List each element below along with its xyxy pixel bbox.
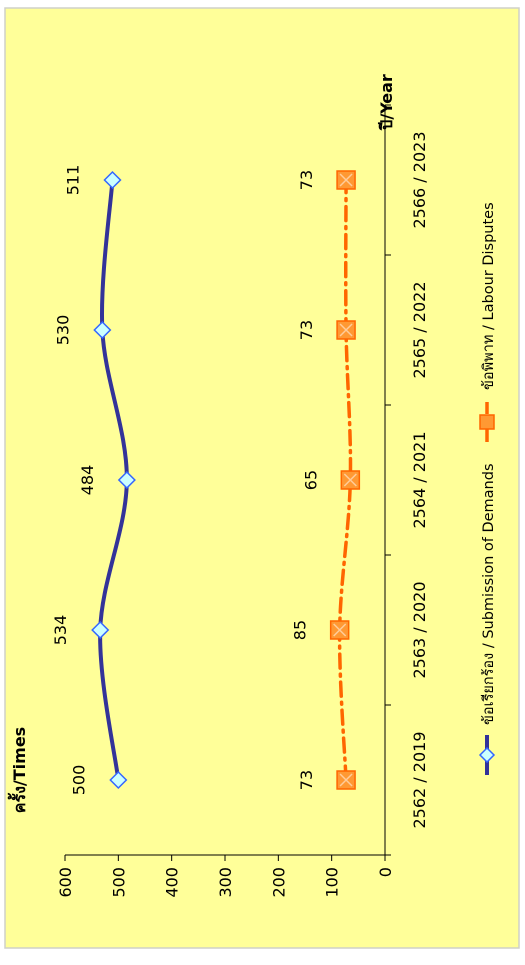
data-point-disputes	[336, 770, 356, 790]
data-label-demands: 484	[78, 465, 97, 496]
marker-cross	[333, 623, 347, 637]
data-label-demands: 534	[51, 615, 70, 646]
data-label-disputes: 73	[297, 170, 316, 190]
data-point-disputes	[340, 470, 361, 490]
category-label: 2562 / 2019	[410, 732, 429, 829]
legend-marker-disputes	[479, 414, 495, 430]
category-label: 2563 / 2020	[410, 582, 429, 679]
category-label: 2565 / 2022	[410, 282, 429, 379]
data-label-disputes: 85	[291, 620, 310, 640]
y-tick-label: 500	[109, 867, 128, 898]
marker-cross	[339, 173, 353, 187]
axes: 0 100 200 300 400 500 600	[56, 104, 395, 898]
legend: ข้อเรียกร้อง / Submission of Demands ข้อ…	[478, 202, 497, 775]
data-labels: 500 534 484 530 511 73 85 65 73 73	[51, 165, 320, 796]
data-label-disputes: 73	[297, 320, 316, 340]
data-point-disputes	[336, 320, 356, 340]
data-label-demands: 500	[69, 765, 88, 796]
legend-entry-demands: ข้อเรียกร้อง / Submission of Demands	[478, 463, 497, 775]
legend-marker-demands	[478, 746, 496, 764]
category-label: 2566 / 2023	[410, 132, 429, 229]
data-point-disputes	[329, 620, 350, 640]
y-tick-label: 600	[56, 867, 75, 898]
data-point-demands	[103, 170, 122, 190]
data-point-demands	[93, 320, 112, 340]
marker-cross	[343, 473, 357, 487]
category-labels: 2562 / 2019 2563 / 2020 2564 / 2021 2565 / …	[410, 132, 429, 829]
legend-entry-disputes: ข้อพิพาท / Labour Disputes	[479, 202, 497, 442]
legend-label-demands: ข้อเรียกร้อง / Submission of Demands	[480, 463, 497, 725]
marker-cross	[339, 773, 353, 787]
y-tick-label: 400	[163, 867, 182, 898]
data-point-demands	[91, 620, 110, 640]
x-axis-title: ปี/Year	[377, 74, 396, 131]
data-point-disputes	[336, 170, 356, 190]
y-tick-label: 100	[323, 867, 342, 898]
marker-cross	[339, 323, 353, 337]
chart-background	[4, 7, 520, 949]
legend-label-disputes: ข้อพิพาท / Labour Disputes	[480, 202, 497, 390]
data-label-demands: 511	[63, 165, 82, 196]
data-label-disputes: 73	[297, 770, 316, 790]
data-point-demands	[117, 470, 136, 490]
data-label-disputes: 65	[301, 470, 320, 490]
y-tick-label: 300	[216, 867, 235, 898]
data-point-demands	[109, 770, 128, 790]
plot-area	[91, 170, 361, 790]
y-tick-label: 0	[376, 867, 395, 877]
y-axis-title: ครั้ง/Times	[7, 727, 29, 813]
data-label-demands: 530	[53, 315, 72, 346]
y-tick-label: 200	[269, 867, 288, 898]
category-label: 2564 / 2021	[410, 432, 429, 529]
